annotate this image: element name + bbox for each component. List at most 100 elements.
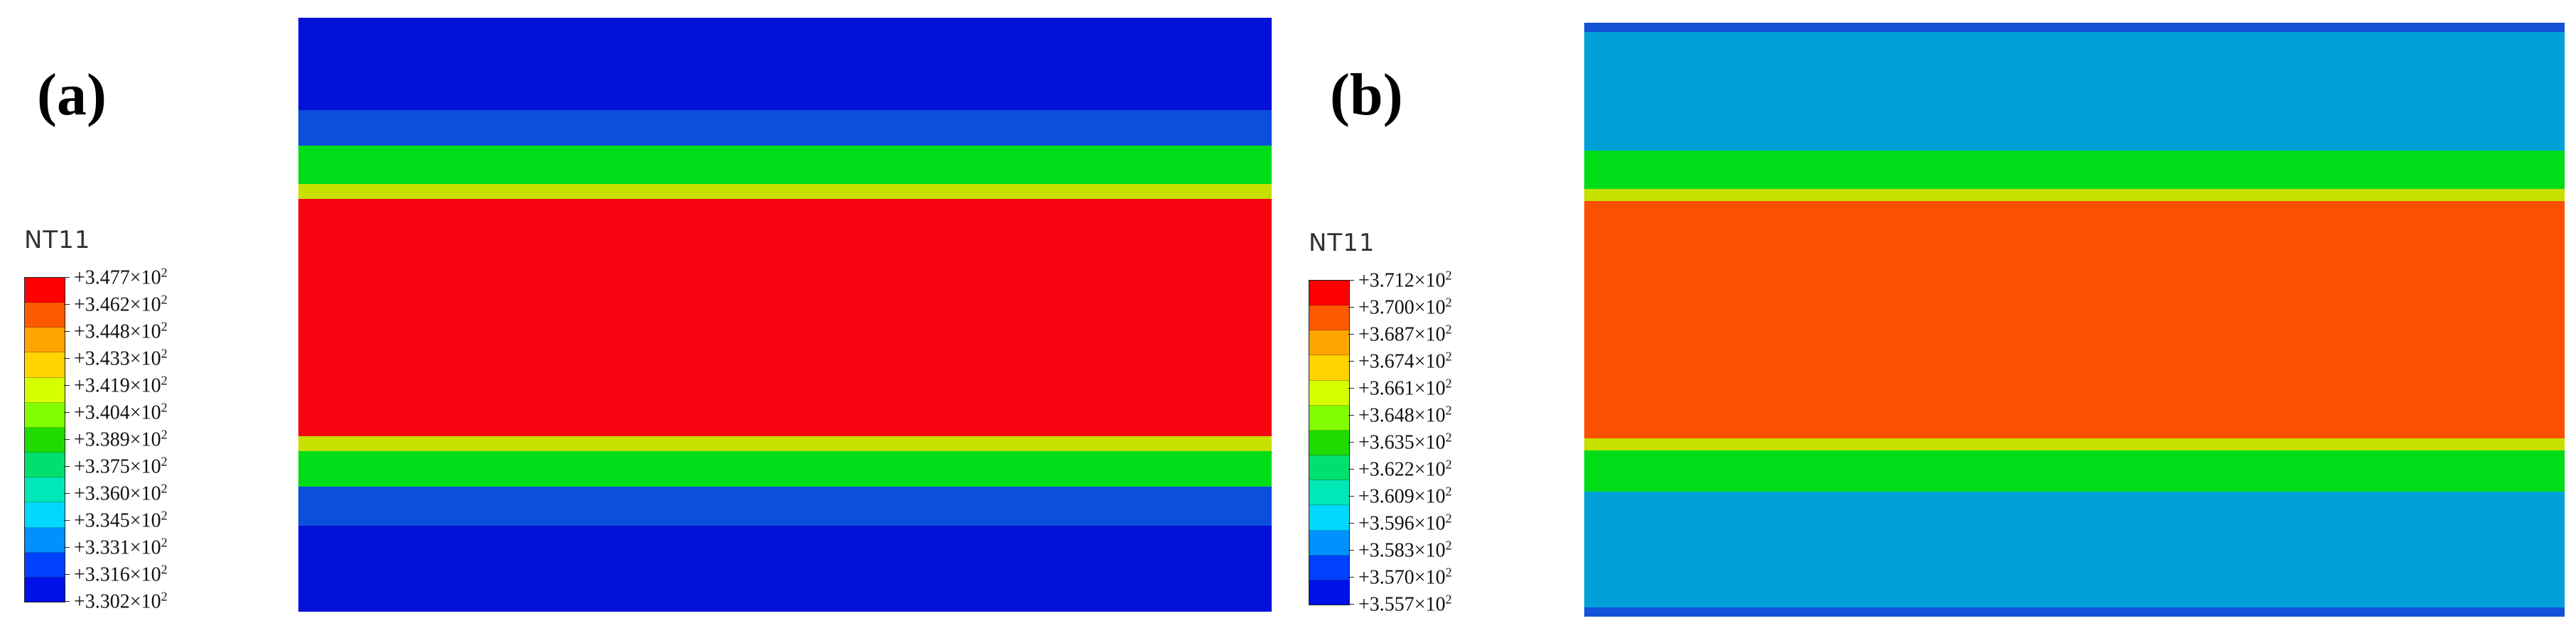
colorbar-tick-label: +3.687×102 [1358,323,1452,345]
colorbar-swatch [25,427,65,453]
tick-exponent: 2 [161,319,168,334]
colorbar-tick [64,277,70,278]
tick-value: +3.404×10 [74,401,161,424]
colorbar-swatch [1309,281,1349,306]
colorbar-tick [1348,307,1354,308]
colorbar-tick [64,412,70,413]
colorbar-swatch [1309,305,1349,331]
contour-band [298,198,1272,437]
contour-band [1584,492,2565,608]
colorbar-tick [64,439,70,440]
tick-value: +3.687×10 [1358,323,1446,346]
contour-band [298,525,1272,612]
tick-value: +3.345×10 [74,509,161,532]
tick-exponent: 2 [1445,322,1452,337]
colorbar-tick [1348,334,1354,335]
contour-band [1584,450,2565,492]
tick-exponent: 2 [161,292,168,307]
tick-value: +3.302×10 [74,590,161,613]
contour-band [298,109,1272,146]
colorbar-swatch [1309,455,1349,481]
colorbar-swatch [25,552,65,578]
colorbar-tick-label: +3.557×102 [1358,593,1452,615]
colorbar-tick-label: +3.433×102 [74,347,168,369]
tick-value: +3.331×10 [74,536,161,559]
colorbar-tick-label: +3.648×102 [1358,404,1452,426]
colorbar-tick [1348,388,1354,389]
colorbar-tick-label: +3.389×102 [74,428,168,450]
colorbar-tick-label: +3.596×102 [1358,512,1452,534]
colorbar-tick-label: +3.700×102 [1358,296,1452,318]
colorbar-tick-label: +3.712×102 [1358,269,1452,291]
contour-band [1584,150,2565,190]
tick-exponent: 2 [161,535,168,550]
tick-exponent: 2 [161,481,168,496]
colorbar-swatch [25,278,65,303]
colorbar-tick-label: +3.477×102 [74,266,168,288]
contour-band [1584,23,2565,32]
tick-value: +3.360×10 [74,482,161,505]
contour-band [298,145,1272,185]
colorbar-tick-label: +3.570×102 [1358,566,1452,588]
colorbar-tick [64,520,70,521]
colorbar-tick [1348,442,1354,443]
tick-value: +3.609×10 [1358,485,1446,508]
colorbar-swatch [1309,505,1349,531]
colorbar-swatch [1309,355,1349,381]
tick-value: +3.389×10 [74,428,161,451]
tick-exponent: 2 [161,562,168,577]
tick-exponent: 2 [1445,430,1452,445]
colorbar-tick-label: +3.674×102 [1358,350,1452,372]
colorbar-tick-label: +3.448×102 [74,320,168,342]
colorbar-tick [1348,361,1354,362]
tick-value: +3.557×10 [1358,593,1446,616]
tick-exponent: 2 [1445,376,1452,391]
tick-value: +3.622×10 [1358,458,1446,481]
panel-a-label: (a) [37,62,107,128]
colorbar-swatch [1309,380,1349,406]
colorbar-tick [1348,604,1354,605]
tick-exponent: 2 [1445,592,1452,607]
panel-a-legend-title: NT11 [24,226,91,254]
colorbar-swatch [1309,480,1349,506]
panel-a-legend: NT11 +3.477×102 +3.462×102 +3.448×102 +3.43… [24,226,237,612]
tick-exponent: 2 [161,589,168,604]
colorbar-tick [64,385,70,386]
colorbar-swatch [1309,330,1349,356]
tick-exponent: 2 [1445,457,1452,472]
colorbar-swatch [25,402,65,428]
tick-exponent: 2 [1445,538,1452,553]
tick-exponent: 2 [161,508,168,523]
colorbar-swatch [25,502,65,528]
tick-value: +3.419×10 [74,374,161,397]
tick-exponent: 2 [161,427,168,442]
contour-band [1584,189,2565,201]
tick-value: +3.570×10 [1358,566,1446,589]
contour-band [298,451,1272,487]
colorbar-tick [1348,496,1354,497]
tick-exponent: 2 [161,400,168,415]
tick-value: +3.674×10 [1358,350,1446,373]
tick-exponent: 2 [1445,511,1452,526]
colorbar [24,277,65,602]
contour-band [298,184,1272,199]
colorbar-tick [64,466,70,467]
contour-band [1584,200,2565,439]
tick-value: +3.583×10 [1358,539,1446,562]
colorbar-tick [64,574,70,575]
tick-value: +3.596×10 [1358,512,1446,535]
colorbar-tick-label: +3.609×102 [1358,485,1452,507]
panel-b-legend: NT11 +3.712×102 +3.700×102 +3.687×102 +3.67… [1309,229,1522,615]
colorbar-tick-label: +3.302×102 [74,590,168,612]
tick-value: +3.448×10 [74,320,161,343]
tick-value: +3.462×10 [74,293,161,316]
colorbar-tick-label: +3.316×102 [74,563,168,585]
colorbar-swatch [1309,405,1349,431]
colorbar-tick [1348,469,1354,470]
colorbar-tick-label: +3.404×102 [74,401,168,423]
tick-value: +3.661×10 [1358,377,1446,400]
tick-value: +3.375×10 [74,455,161,478]
tick-exponent: 2 [1445,565,1452,580]
contour-band [1584,607,2565,617]
colorbar-tick [64,358,70,359]
